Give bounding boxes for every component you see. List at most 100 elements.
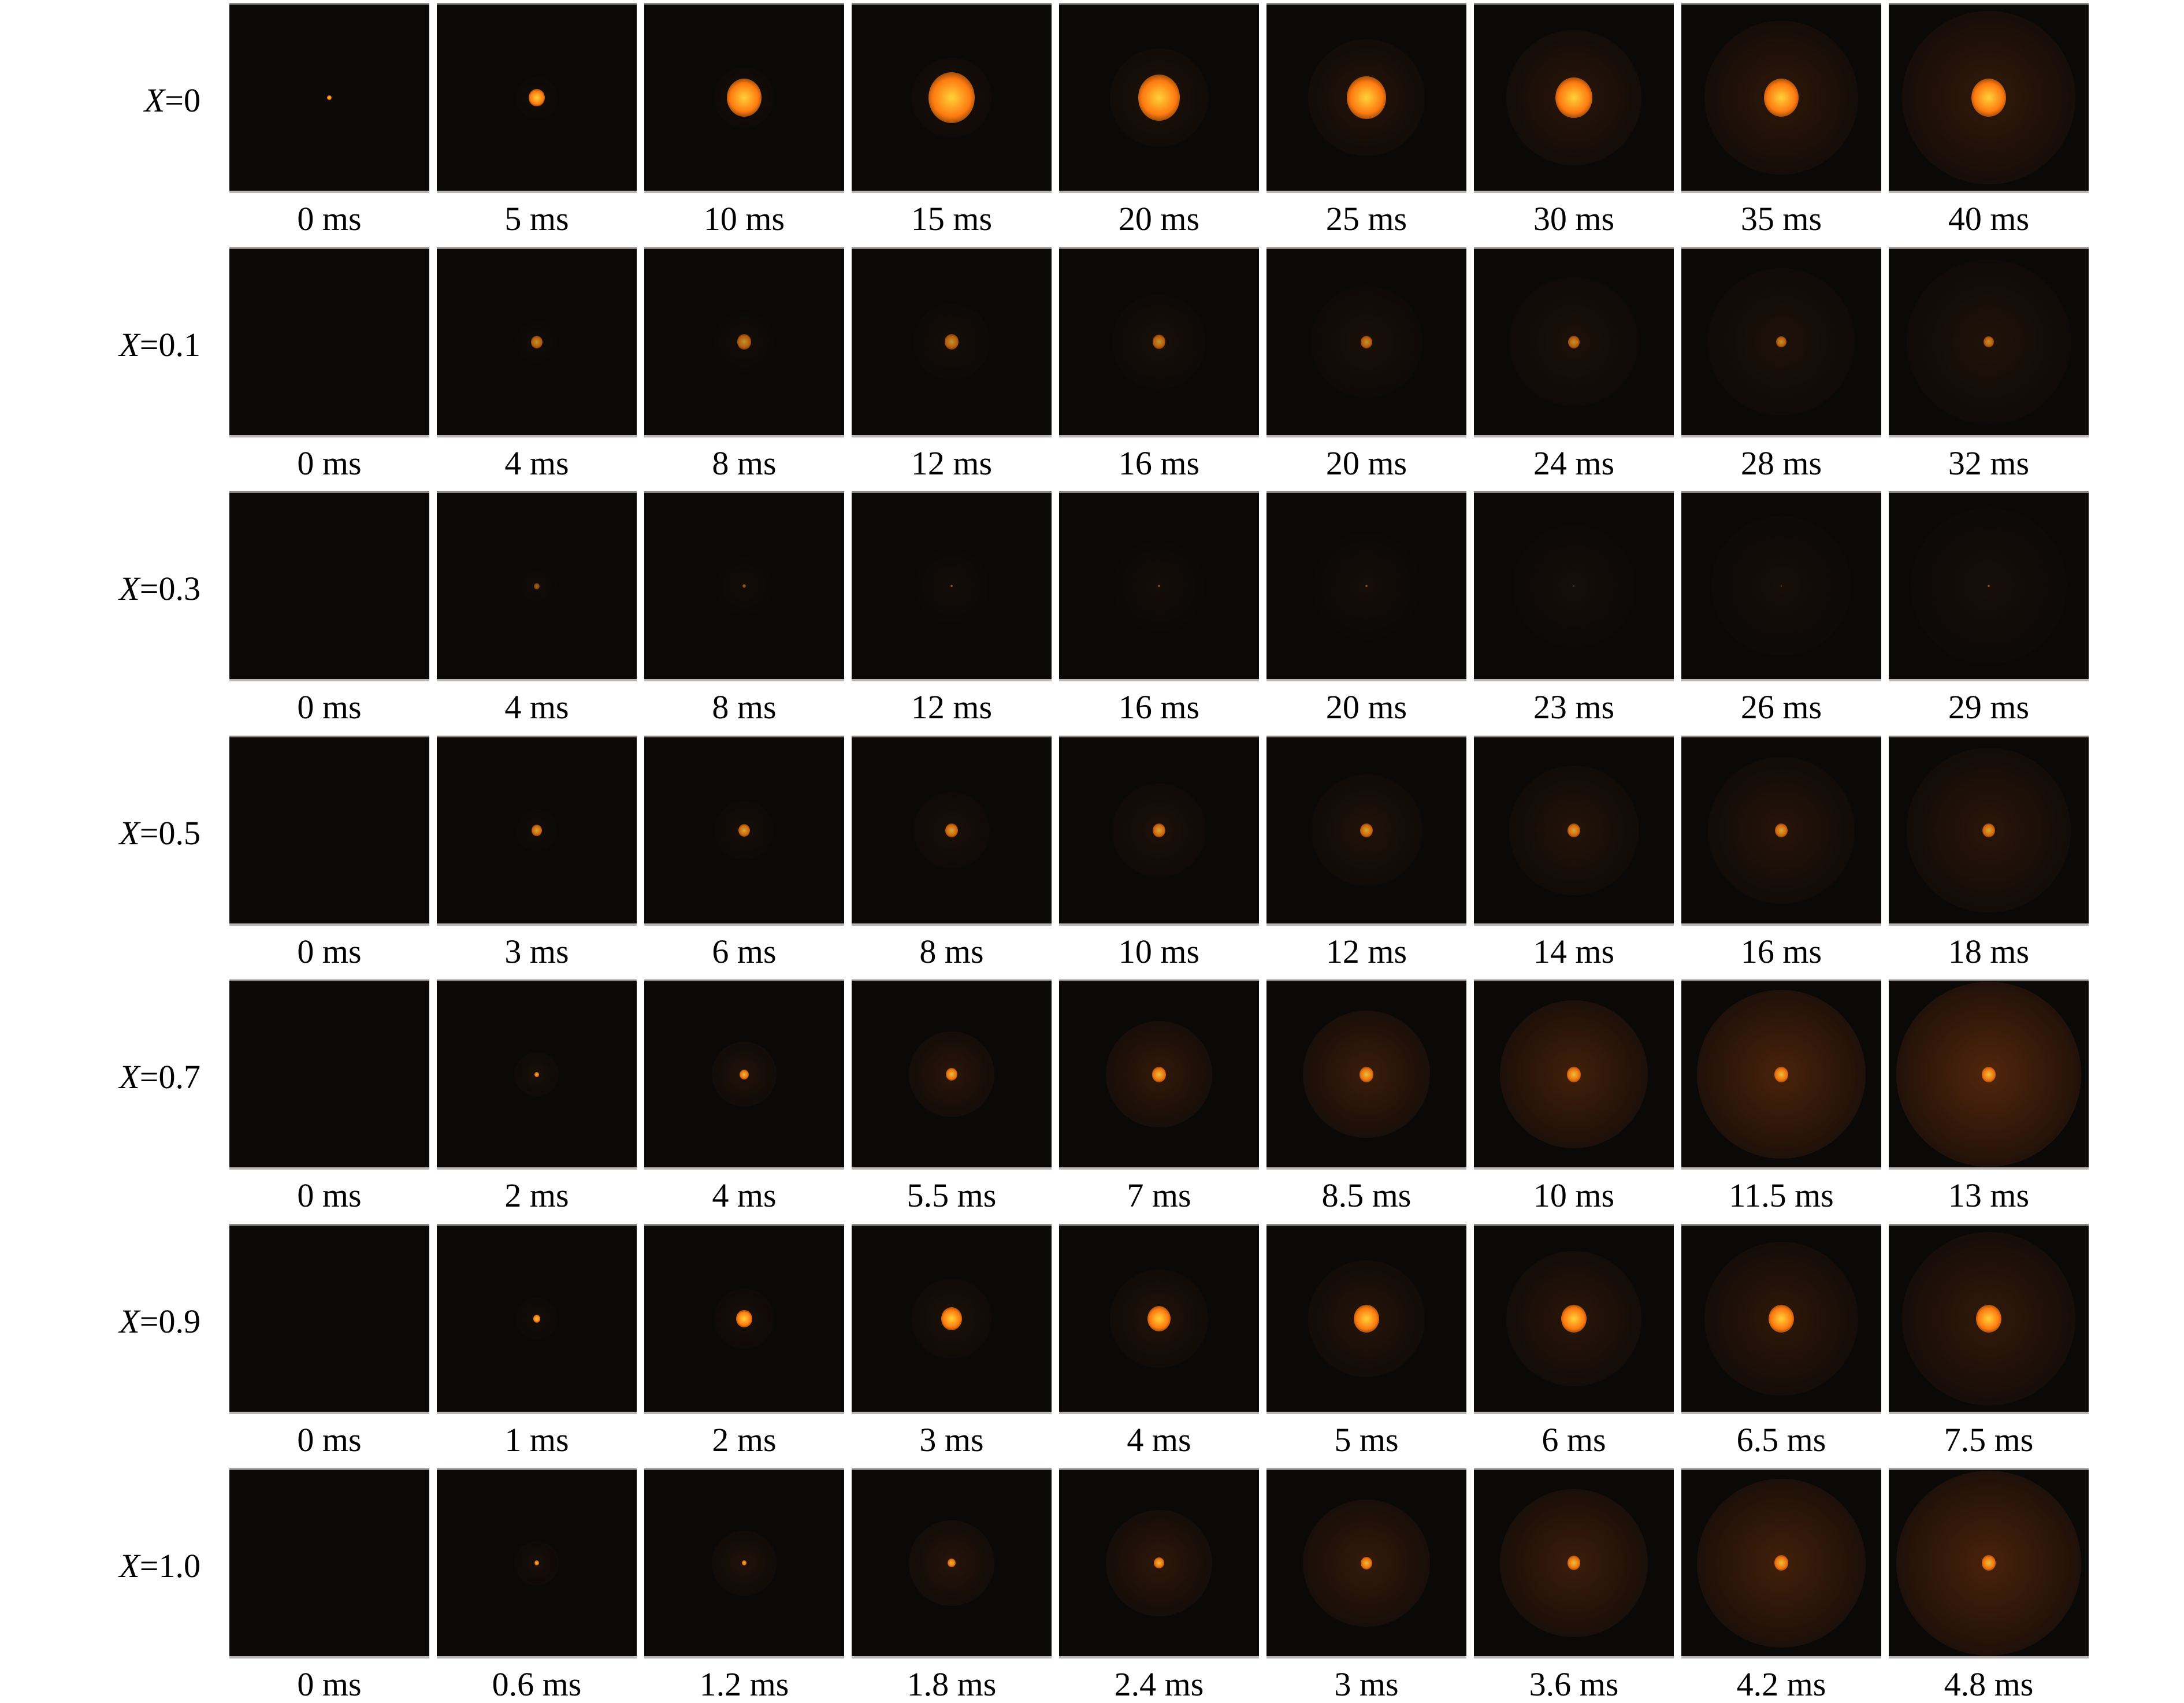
flame-frame <box>852 979 1052 1170</box>
frame-time-label: 35 ms <box>1740 200 1822 238</box>
flame-core <box>1347 76 1386 120</box>
flame-frame <box>229 1224 429 1414</box>
flame-frame <box>1266 1468 1466 1659</box>
flame-frame <box>1474 735 1674 926</box>
flame-frame <box>229 3 429 193</box>
flame-frame <box>1266 3 1466 193</box>
frame-time-label: 13 ms <box>1948 1177 2030 1215</box>
flame-frame <box>1474 979 1674 1170</box>
flame-frame <box>644 1468 844 1659</box>
flame-core <box>533 1315 540 1323</box>
frame-time-label: 3.6 ms <box>1529 1665 1619 1703</box>
frame-time-label: 4.8 ms <box>1944 1665 2034 1703</box>
frame-time-label: 0 ms <box>297 932 362 970</box>
frame-time-label: 3 ms <box>919 1421 984 1459</box>
row-label: X=1.0 <box>10 1549 200 1583</box>
flame-core <box>532 824 542 836</box>
flame-core <box>948 1558 956 1568</box>
flame-core <box>1982 1067 1996 1082</box>
flame-core <box>534 1560 539 1565</box>
frame-time-label: 30 ms <box>1533 200 1615 238</box>
row-label: X=0.3 <box>10 572 200 606</box>
frame-time-label: 7 ms <box>1127 1177 1191 1215</box>
flame-frame <box>229 735 429 926</box>
frame-time-label: 4 ms <box>504 688 569 726</box>
flame-core <box>1988 584 1990 588</box>
frame-time-label: 8 ms <box>919 932 984 970</box>
frame-time-label: 20 ms <box>1325 444 1407 482</box>
row-label-variable: X <box>119 570 140 608</box>
frame-time-label: 16 ms <box>1118 444 1200 482</box>
flame-core <box>950 584 953 588</box>
flame-core <box>1568 823 1580 837</box>
frame-time-label: 1 ms <box>504 1421 569 1459</box>
flame-core <box>327 95 332 101</box>
flame-frame <box>1266 735 1466 926</box>
flame-frame <box>229 247 429 437</box>
frame-time-label: 40 ms <box>1948 200 2030 238</box>
frame-time-label: 8 ms <box>712 688 777 726</box>
frame-time-label: 0 ms <box>297 688 362 726</box>
frame-time-label: 0 ms <box>297 1177 362 1215</box>
flame-frame <box>852 491 1052 682</box>
flame-frame <box>644 491 844 682</box>
frame-time-label: 0.6 ms <box>492 1665 582 1703</box>
frame-time-label: 2 ms <box>504 1177 569 1215</box>
frame-time-label: 5.5 ms <box>907 1177 997 1215</box>
flame-frame <box>644 979 844 1170</box>
flame-frame <box>1681 3 1881 193</box>
flame-core <box>1976 1304 2001 1333</box>
flame-core <box>946 1068 957 1081</box>
flame-frame <box>852 1468 1052 1659</box>
frame-time-label: 10 ms <box>1118 932 1200 970</box>
flame-frame <box>852 1224 1052 1414</box>
flame-frame <box>229 979 429 1170</box>
flame-core <box>737 334 751 350</box>
flame-frame <box>437 1224 637 1414</box>
frame-time-label: 0 ms <box>297 200 362 238</box>
flame-core <box>1971 79 2006 117</box>
frame-time-label: 4 ms <box>1127 1421 1191 1459</box>
frame-time-label: 0 ms <box>297 1665 362 1703</box>
flame-core <box>1982 1555 1996 1571</box>
frame-time-label: 10 ms <box>703 200 785 238</box>
row-label-value: =0.9 <box>139 1303 200 1340</box>
flame-core <box>742 584 746 588</box>
frame-time-label: 8 ms <box>712 444 777 482</box>
flame-core <box>928 72 975 123</box>
frame-time-label: 12 ms <box>1325 932 1407 970</box>
flame-frame <box>1681 1224 1881 1414</box>
flame-frame <box>1059 3 1259 193</box>
frame-time-label: 0 ms <box>297 1421 362 1459</box>
flame-core <box>945 823 958 837</box>
flame-frame <box>1059 247 1259 437</box>
flame-frame <box>1059 1468 1259 1659</box>
frame-time-label: 20 ms <box>1325 688 1407 726</box>
flame-frame <box>644 735 844 926</box>
frame-time-label: 18 ms <box>1948 932 2030 970</box>
flame-core <box>1561 1304 1587 1333</box>
flame-frame <box>644 3 844 193</box>
flame-frame <box>1889 735 2089 926</box>
flame-core <box>1573 585 1574 587</box>
flame-core <box>1365 584 1368 588</box>
frame-time-label: 3 ms <box>504 932 569 970</box>
flame-core <box>1568 1556 1580 1570</box>
flame-core <box>1774 1555 1788 1571</box>
frame-time-label: 8.5 ms <box>1321 1177 1412 1215</box>
flame-frame <box>437 1468 637 1659</box>
flame-core <box>1354 1304 1379 1333</box>
flame-core <box>1138 75 1180 121</box>
flame-frame <box>437 735 637 926</box>
flame-frame <box>1889 1468 2089 1659</box>
flame-frame <box>1681 1468 1881 1659</box>
flame-frame <box>1266 491 1466 682</box>
flame-core <box>531 335 543 348</box>
frame-time-label: 4 ms <box>712 1177 777 1215</box>
flame-core <box>727 79 762 117</box>
flame-core <box>1555 77 1592 118</box>
row-label-value: =0.5 <box>139 814 200 852</box>
frame-time-label: 3 ms <box>1334 1665 1399 1703</box>
flame-frame <box>1059 491 1259 682</box>
flame-core <box>1153 335 1165 349</box>
